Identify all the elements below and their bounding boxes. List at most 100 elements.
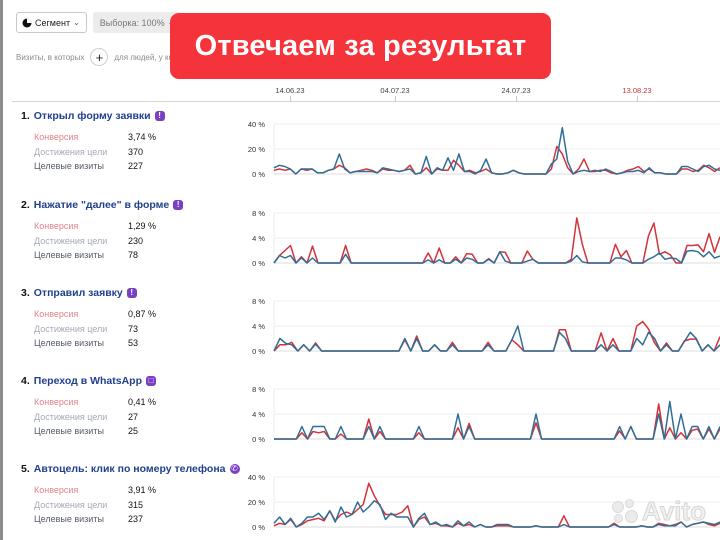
conversion-label: Конверсия (34, 132, 79, 143)
goal-title: 5. Автоцель: клик по номеру телефона ✆ (21, 463, 240, 475)
metric-row-achievements: Достижения цели 230 (34, 234, 156, 249)
target-visits-value: 25 (128, 426, 139, 437)
timeline-date-label: 04.07.23 (380, 86, 410, 95)
goal-name-link[interactable]: Отправил заявку (33, 287, 123, 299)
timeline-axis: 14.06.23 04.07.23 24.07.23 13.08.23 (12, 83, 720, 102)
goal-name-link[interactable]: Автоцель: клик по номеру телефона (33, 463, 226, 475)
y-axis-tick-label: 0 % (252, 170, 265, 179)
goal-title: 3. Отправил заявку ! (21, 287, 137, 299)
achievements-label: Достижения цели (34, 235, 108, 246)
goal-title: 1. Открыл форму заявки ! (21, 110, 165, 122)
plus-icon: + (95, 49, 104, 65)
goal-number: 1. (21, 110, 30, 122)
conversion-label: Конверсия (34, 221, 79, 232)
timeline-date-label: 14.06.23 (275, 86, 305, 95)
metric-row-achievements: Достижения цели 73 (34, 322, 156, 337)
timeline-date-label: 24.07.23 (501, 86, 531, 95)
people-filter-label: для людей, у ко (114, 52, 174, 62)
avito-watermark-text: Avito (641, 496, 707, 527)
goal-metrics: Конверсия 1,29 % Достижения цели 230 Цел… (34, 219, 156, 263)
target-visits-label: Целевые визиты (34, 250, 104, 261)
y-axis-tick-label: 40 % (248, 473, 265, 482)
metric-row-conversion: Конверсия 3,91 % (34, 483, 156, 498)
achievements-label: Достижения цели (34, 323, 108, 334)
goal-name-link[interactable]: Открыл форму заявки (33, 110, 151, 122)
goal-block: 5. Автоцель: клик по номеру телефона ✆ К… (0, 463, 720, 540)
goal-conversion-chart[interactable]: 40 % 20 % 0 % (242, 116, 720, 186)
metric-row-conversion: Конверсия 1,29 % (34, 219, 156, 234)
y-axis-tick-label: 0 % (252, 523, 265, 532)
goal-number: 2. (21, 199, 30, 211)
y-axis-tick-label: 0 % (252, 259, 265, 268)
y-axis-tick-label: 4 % (252, 322, 265, 331)
series-line-blue (273, 249, 720, 264)
conversion-label: Конверсия (34, 309, 79, 320)
target-visits-value: 53 (128, 338, 139, 349)
y-axis-tick-label: 0 % (252, 347, 265, 356)
metric-row-achievements: Достижения цели 315 (34, 498, 156, 513)
chat-badge-icon: □ (146, 376, 156, 386)
exclamation-badge-icon: ! (173, 200, 184, 210)
segment-filter-row: Визиты, в которых + для людей, у ко (16, 48, 173, 66)
conversion-value: 0,87 % (128, 309, 157, 320)
goal-name-link[interactable]: Переход в WhatsApp (33, 375, 142, 387)
add-condition-button[interactable]: + (90, 48, 109, 66)
achievements-value: 73 (128, 323, 139, 334)
y-axis-tick-label: 8 % (252, 209, 265, 218)
target-visits-label: Целевые визиты (34, 426, 104, 437)
target-visits-value: 237 (128, 514, 144, 525)
metric-row-visits: Целевые визиты 227 (34, 159, 156, 174)
goal-conversion-chart[interactable]: 8 % 4 % 0 % (242, 205, 720, 275)
conversion-label: Конверсия (34, 485, 79, 496)
goal-conversion-chart[interactable]: 8 % 4 % 0 % (242, 293, 720, 363)
conversion-value: 3,74 % (128, 132, 157, 143)
series-line-blue (273, 325, 720, 352)
y-axis-tick-label: 20 % (248, 498, 265, 507)
target-visits-value: 227 (128, 161, 144, 172)
metric-row-visits: Целевые визиты 53 (34, 336, 156, 351)
target-visits-label: Целевые визиты (34, 514, 104, 525)
y-axis-tick-label: 4 % (252, 410, 265, 419)
target-visits-label: Целевые визиты (34, 338, 104, 349)
segment-button[interactable]: Сегмент ⌄ (16, 12, 87, 33)
window-left-border (0, 0, 3, 540)
goal-conversion-chart[interactable]: 40 % 20 % 0 % (242, 469, 720, 539)
goal-metrics: Конверсия 0,87 % Достижения цели 73 Целе… (34, 307, 156, 351)
y-axis-tick-label: 4 % (252, 234, 265, 243)
avito-watermark: Avito (612, 496, 707, 527)
achievements-value: 27 (128, 411, 139, 422)
goal-number: 3. (21, 287, 30, 299)
conversion-value: 1,29 % (128, 221, 157, 232)
metric-row-conversion: Конверсия 0,41 % (34, 395, 156, 410)
metric-row-achievements: Достижения цели 27 (34, 410, 156, 425)
promo-banner: Отвечаем за результат (170, 13, 551, 79)
metric-row-visits: Целевые визиты 78 (34, 248, 156, 263)
y-axis-tick-label: 8 % (252, 297, 265, 306)
y-axis-tick-label: 40 % (248, 120, 265, 129)
metric-row-conversion: Конверсия 0,87 % (34, 307, 156, 322)
goal-block: 3. Отправил заявку ! Конверсия 0,87 % До… (0, 287, 720, 375)
achievements-label: Достижения цели (34, 146, 108, 157)
metric-row-visits: Целевые визиты 25 (34, 424, 156, 439)
goal-block: 2. Нажатие "далее" в форме ! Конверсия 1… (0, 199, 720, 287)
metric-row-achievements: Достижения цели 370 (34, 145, 156, 160)
goal-name-link[interactable]: Нажатие "далее" в форме (33, 199, 170, 211)
goal-title: 2. Нажатие "далее" в форме ! (21, 199, 184, 211)
goal-number: 5. (21, 463, 30, 475)
conversion-value: 0,41 % (128, 397, 157, 408)
conversion-value: 3,91 % (128, 485, 157, 496)
series-line-blue (274, 400, 720, 440)
timeline-tick-mark (395, 96, 396, 102)
exclamation-badge-icon: ! (154, 111, 165, 121)
goal-conversion-chart[interactable]: 8 % 4 % 0 % (242, 381, 720, 451)
goal-metrics: Конверсия 0,41 % Достижения цели 27 Целе… (34, 395, 156, 439)
timeline-tick-mark (516, 96, 517, 102)
pie-chart-icon (22, 18, 32, 27)
sample-dropdown[interactable]: Выборка: 100% ⌄ (92, 12, 182, 33)
target-visits-value: 78 (128, 250, 139, 261)
visits-filter-label: Визиты, в которых (16, 52, 85, 62)
sample-dropdown-label: Выборка: 100% (99, 17, 165, 28)
goal-number: 4. (21, 375, 30, 387)
achievements-label: Достижения цели (34, 499, 108, 510)
goal-metrics: Конверсия 3,91 % Достижения цели 315 Цел… (34, 483, 156, 527)
